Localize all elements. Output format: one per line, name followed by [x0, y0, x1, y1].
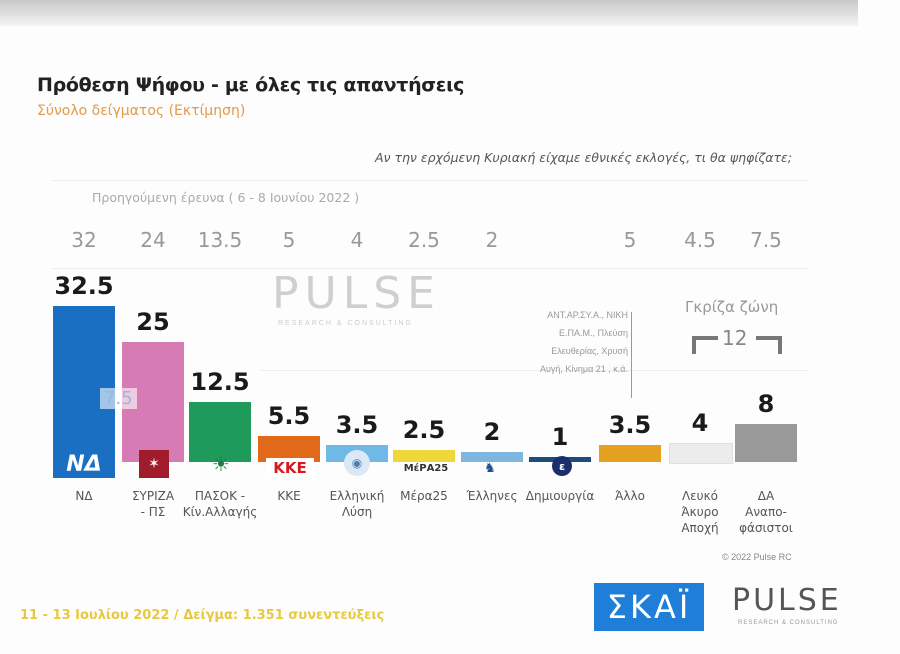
- bracket-right-icon: [756, 336, 782, 354]
- previous-value: 24: [140, 228, 166, 252]
- bar-value-label: 1: [551, 423, 569, 452]
- bar-value-label: 32.5: [54, 272, 114, 300]
- bar-value-label: 5.5: [267, 401, 311, 430]
- copyright: © 2022 Pulse RC: [722, 552, 792, 562]
- dimiourgia-logo-icon: ε: [552, 456, 572, 476]
- grey-zone-value: 12: [722, 326, 748, 350]
- bar-6: [461, 452, 523, 462]
- bar-8: [599, 445, 661, 462]
- category-label: Άλλο: [615, 489, 645, 503]
- category-label: ΠΑΣΟΚ - Κίν.Αλλαγής: [182, 489, 258, 519]
- chart-title: Πρόθεση Ψήφου - με όλες τις απαντήσεις: [37, 74, 465, 96]
- skai-logo: ΣΚΑΪ: [594, 583, 704, 631]
- note-line: Ε.ΠΑ.Μ., Πλεύση: [559, 328, 628, 338]
- survey-question: Αν την ερχόμενη Κυριακή είχαμε εθνικές ε…: [374, 150, 792, 165]
- category-label: ΔΑ Αναπο-φάσιστοι: [739, 489, 793, 535]
- bar-value-label: 3.5: [335, 411, 379, 440]
- category-label: ΣΥΡΙΖΑ - ΠΣ: [131, 489, 175, 519]
- previous-value: 5: [282, 228, 296, 252]
- bar-value-label: 25: [136, 308, 170, 336]
- bar-9: [669, 442, 733, 464]
- kke-logo-icon: ΚΚΕ: [266, 458, 314, 478]
- bar-value-label: 8: [757, 389, 775, 418]
- category-label: ΚΚΕ: [277, 489, 301, 503]
- elliniki-lysi-logo-icon: ◉: [344, 450, 370, 476]
- bracket-left-icon: [692, 336, 718, 354]
- gridline: [260, 370, 808, 371]
- bar-2: [189, 402, 251, 462]
- category-label: Λευκό Άκυρο Αποχή: [681, 489, 719, 535]
- category-label: Μέρα25: [400, 489, 448, 503]
- nd-gap-label: 7.5: [100, 388, 137, 409]
- bar-value-label: 2: [483, 418, 501, 447]
- pasok-sun-icon: ☀: [212, 452, 230, 476]
- previous-value: 7.5: [750, 228, 782, 252]
- bar-5: [393, 450, 455, 462]
- top-shadow: [0, 0, 858, 26]
- previous-value: 2: [485, 228, 499, 252]
- bar-value-label: 3.5: [608, 411, 652, 440]
- note-line: Ελευθερίας, Χρυσή: [551, 346, 628, 356]
- chart-subtitle: Σύνολο δείγματος (Εκτίμηση): [37, 103, 246, 119]
- category-label: Έλληνες: [466, 489, 518, 503]
- pulse-logo-sub: RESEARCH & CONSULTING: [738, 620, 839, 626]
- pulse-logo: PULSE: [732, 583, 842, 618]
- pulse-watermark-sub: RESEARCH & CONSULTING: [278, 320, 413, 327]
- note-line: Αυγή, Κίνημα 21 , κ.ά.: [539, 364, 628, 374]
- category-label: Ελληνική Λύση: [329, 489, 385, 519]
- note-line: ΑΝΤ.ΑΡ.ΣΥ.Α., ΝΙΚΗ: [547, 310, 628, 320]
- previous-value: 13.5: [197, 228, 243, 252]
- previous-value: 32: [71, 228, 97, 252]
- pulse-watermark: PULSE: [272, 268, 441, 319]
- bar-value-label: 12.5: [190, 368, 250, 396]
- previous-value: 4: [350, 228, 364, 252]
- bar-10: [735, 423, 797, 462]
- previous-value: 4.5: [684, 228, 716, 252]
- syriza-logo-icon: ✶: [139, 450, 169, 478]
- nd-logo-icon: ΝΔ: [53, 450, 115, 478]
- gridline: [52, 268, 808, 269]
- bar-3: [258, 435, 320, 462]
- category-label: Δημιουργία: [525, 489, 595, 503]
- survey-footer: 11 - 13 Ιουλίου 2022 / Δείγμα: 1.351 συν…: [20, 608, 385, 623]
- previous-value: 2.5: [408, 228, 440, 252]
- previous-value: 5: [623, 228, 637, 252]
- bar-0: [53, 306, 115, 462]
- bar-value-label: 2.5: [402, 416, 446, 444]
- grey-zone-title: Γκρίζα ζώνη: [685, 298, 779, 316]
- mera25-logo-icon: ΜέΡΑ25: [403, 462, 449, 474]
- arrow-down-icon: [631, 312, 632, 398]
- ellines-logo-icon: ♞: [484, 460, 496, 476]
- other-parties-note: ΑΝΤ.ΑΡ.ΣΥ.Α., ΝΙΚΗ Ε.ΠΑ.Μ., Πλεύση Ελευθ…: [500, 306, 628, 378]
- bar-value-label: 4: [691, 408, 709, 437]
- previous-survey-label: Προηγούμενη έρευνα ( 6 - 8 Ιουνίου 2022 …: [92, 190, 360, 205]
- category-label: ΝΔ: [75, 489, 93, 503]
- gridline: [52, 180, 808, 181]
